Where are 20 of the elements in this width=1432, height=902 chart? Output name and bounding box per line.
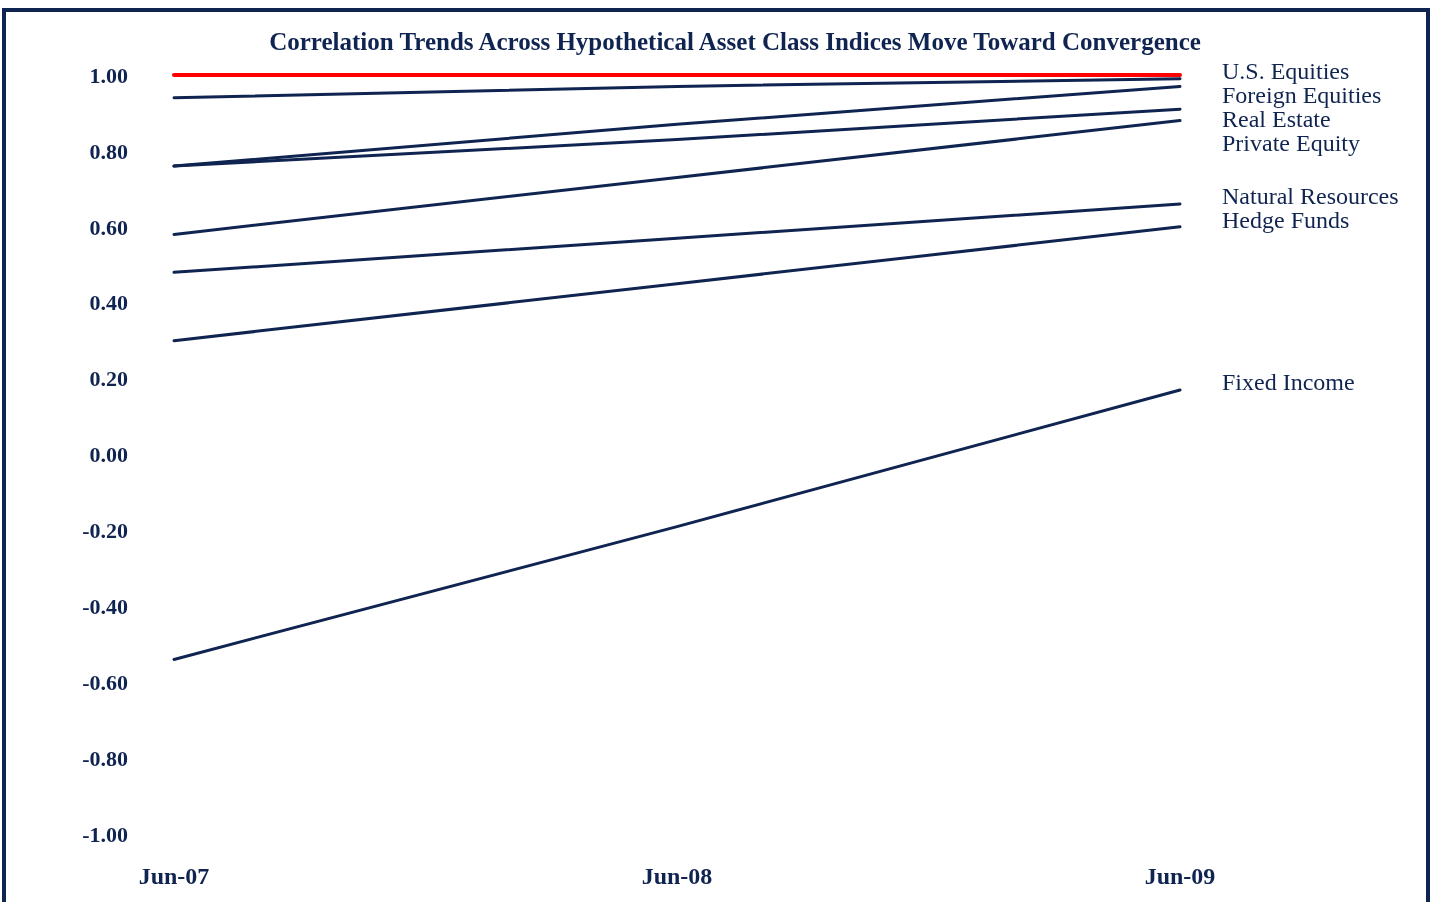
y-tick-label: -0.80 xyxy=(82,745,128,771)
y-tick-label: 0.40 xyxy=(89,290,128,316)
series-label: Hedge Funds xyxy=(1222,207,1350,234)
x-tick-label: Jun-08 xyxy=(641,863,713,889)
series-label: Natural Resources xyxy=(1222,183,1399,210)
y-tick-label: 0.60 xyxy=(89,214,128,240)
series-label: Private Equity xyxy=(1222,130,1360,157)
y-tick-label: -1.00 xyxy=(82,821,128,847)
y-tick-label: -0.40 xyxy=(82,594,128,619)
series-label: Fixed Income xyxy=(1222,369,1355,396)
y-tick-label: 1.00 xyxy=(89,62,128,88)
x-tick-label: Jun-07 xyxy=(138,863,210,889)
y-tick-label: -0.60 xyxy=(82,669,128,695)
y-tick-label: 0.80 xyxy=(89,138,128,164)
x-tick-label: Jun-09 xyxy=(1144,863,1216,889)
y-tick-label: 0.00 xyxy=(89,442,128,468)
y-tick-label: 0.20 xyxy=(89,366,128,392)
series-label: U.S. Equities xyxy=(1222,58,1350,85)
y-tick-label: -0.20 xyxy=(82,518,128,544)
chart-title: Correlation Trends Across Hypothetical Asset Class Indices Move Toward Convergence xyxy=(269,28,1201,55)
